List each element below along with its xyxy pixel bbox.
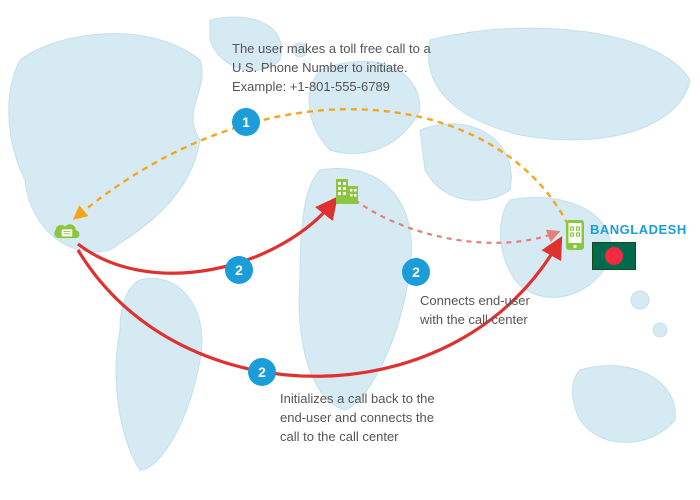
flag-disc <box>605 247 623 265</box>
step1-line1: The user makes a toll free call to a <box>232 40 431 59</box>
phone-device-icon <box>560 218 590 252</box>
badge-step1: 1 <box>232 108 260 136</box>
call-center-building-icon <box>332 174 362 208</box>
badge-step2b: 2 <box>402 258 430 286</box>
badge-step2a: 2 <box>225 256 253 284</box>
country-label: BANGLADESH <box>590 222 687 237</box>
bangladesh-flag-icon <box>592 242 636 270</box>
cloud-server-icon <box>52 215 82 249</box>
badge-step1-num: 1 <box>242 114 250 130</box>
step2c-line1: Initializes a call back to the <box>280 390 435 409</box>
badge-step2c: 2 <box>248 358 276 386</box>
step1-text: The user makes a toll free call to a U.S… <box>232 40 431 97</box>
step2c-line3: call to the call center <box>280 428 435 447</box>
step2b-line1: Connects end-user <box>420 292 530 311</box>
step2b-text: Connects end-user with the call center <box>420 292 530 330</box>
badge-step2b-num: 2 <box>412 264 420 280</box>
step2c-line2: end-user and connects the <box>280 409 435 428</box>
badge-step2c-num: 2 <box>258 364 266 380</box>
badge-step2a-num: 2 <box>235 262 243 278</box>
step1-line2: U.S. Phone Number to initiate. <box>232 59 431 78</box>
step1-line3: Example: +1-801-555-6789 <box>232 78 431 97</box>
step2c-text: Initializes a call back to the end-user … <box>280 390 435 447</box>
step2b-line2: with the call center <box>420 311 530 330</box>
